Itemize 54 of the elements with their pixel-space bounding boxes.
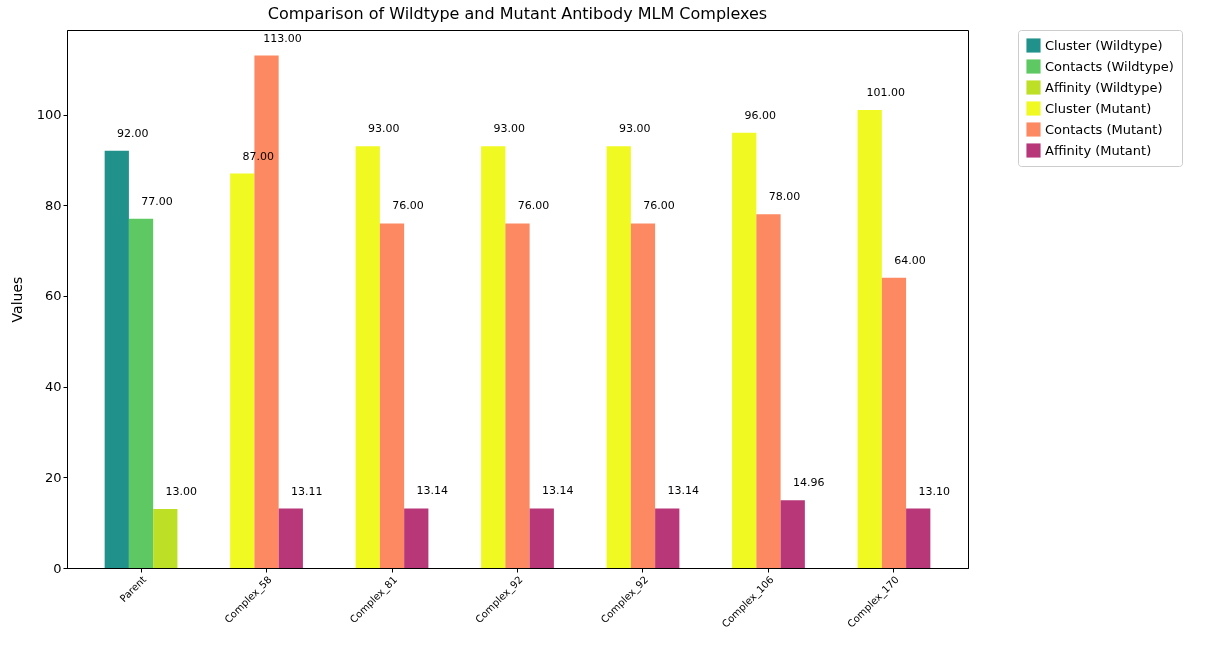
bar [505, 223, 530, 568]
y-axis-title: Values [8, 276, 25, 323]
bar [606, 146, 631, 568]
data-label: 101.00 [866, 86, 905, 100]
data-label: 64.00 [894, 253, 926, 267]
data-label: 13.14 [667, 484, 699, 498]
bar [780, 500, 805, 568]
y-tick-label: 60 [44, 288, 62, 304]
bar [355, 146, 380, 568]
data-label: 13.10 [918, 484, 950, 498]
y-tick-label: 20 [44, 469, 62, 485]
legend-label: Affinity (Wildtype) [1045, 79, 1163, 95]
data-label: 13.00 [165, 485, 198, 499]
data-label: 93.00 [618, 122, 651, 136]
chart-title: Comparison of Wildtype and Mutant Antibody MLM Complexes [267, 3, 768, 23]
data-label: 77.00 [141, 194, 173, 208]
legend-label: Cluster (Mutant) [1045, 100, 1152, 116]
data-label: 96.00 [744, 108, 776, 122]
bar [278, 508, 303, 568]
bar [756, 214, 781, 568]
bar [481, 146, 506, 568]
bar [128, 218, 154, 568]
bar [104, 150, 129, 568]
bar [404, 508, 429, 568]
bar [655, 508, 680, 568]
legend-label: Affinity (Mutant) [1045, 142, 1152, 158]
bar [906, 508, 931, 568]
bar [881, 277, 907, 568]
data-label: 76.00 [643, 199, 675, 213]
bar [732, 132, 757, 568]
bar [230, 173, 255, 568]
data-label: 92.00 [117, 126, 149, 140]
y-tick-label: 0 [53, 560, 62, 576]
legend-label: Cluster (Wildtype) [1045, 37, 1163, 53]
legend-label: Contacts (Wildtype) [1045, 58, 1174, 74]
data-label: 14.96 [792, 476, 825, 490]
bar [379, 223, 405, 568]
bar [529, 508, 554, 568]
data-label: 13.14 [542, 484, 574, 498]
legend-label: Contacts (Mutant) [1045, 121, 1163, 137]
data-label: 13.11 [291, 484, 323, 498]
bar [630, 223, 656, 568]
bar [857, 110, 882, 568]
data-label: 93.00 [493, 122, 525, 136]
y-tick-label: 100 [36, 107, 62, 123]
y-tick-label: 40 [44, 379, 62, 395]
data-label: 113.00 [263, 31, 302, 45]
y-tick-label: 80 [44, 197, 62, 213]
bar [153, 509, 178, 568]
data-label: 78.00 [768, 190, 801, 204]
data-label: 76.00 [517, 199, 550, 213]
data-label: 13.14 [416, 484, 449, 498]
data-label: 93.00 [368, 122, 400, 136]
data-label: 76.00 [392, 199, 424, 213]
